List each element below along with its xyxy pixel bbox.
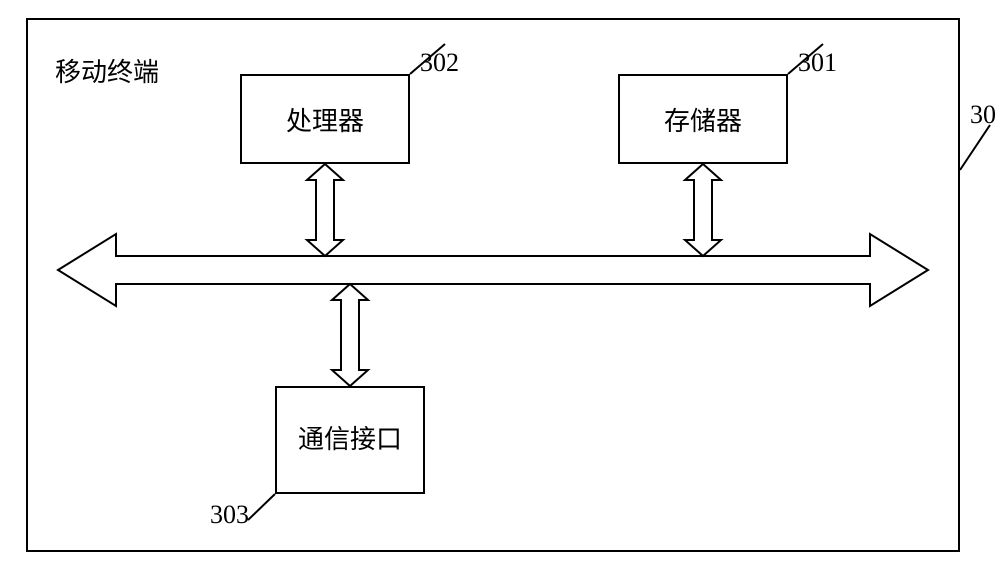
leader-30: [960, 125, 990, 170]
ref-303: 303: [210, 500, 249, 530]
processor-label: 处理器: [286, 101, 364, 138]
diagram-canvas: 移动终端 处理器 存储器 通信接口 302 301 303 30: [0, 0, 1000, 572]
comm-interface-label: 通信接口: [298, 424, 402, 455]
memory-label: 存储器: [664, 101, 742, 138]
ref-302: 302: [420, 48, 459, 78]
comm-interface-block: 通信接口: [275, 386, 425, 494]
diagram-title: 移动终端: [55, 52, 159, 89]
outer-frame: [26, 18, 960, 552]
ref-30: 30: [970, 100, 996, 130]
memory-block: 存储器: [618, 74, 788, 164]
ref-301: 301: [798, 48, 837, 78]
processor-block: 处理器: [240, 74, 410, 164]
